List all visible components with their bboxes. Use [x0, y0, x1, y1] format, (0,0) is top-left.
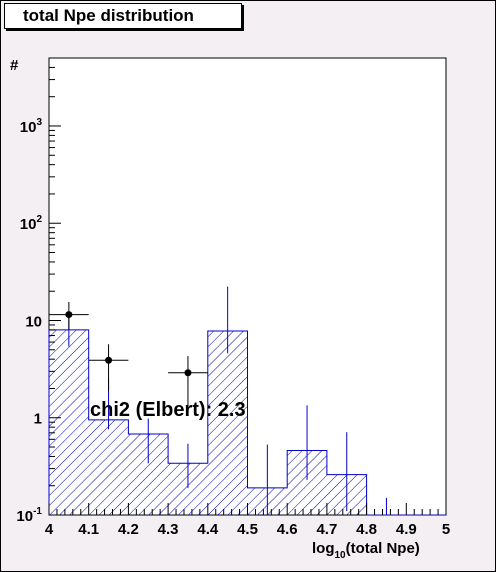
mc-error-bars — [68, 286, 387, 515]
x-tick-label: 4.8 — [356, 521, 377, 538]
x-tick-label: 4.5 — [237, 521, 258, 538]
data-point — [65, 311, 73, 319]
x-tick-label: 4.1 — [78, 521, 99, 538]
chi2-annotation: chi2 (Elbert): 2.3 — [90, 399, 246, 421]
y-axis-label: # — [10, 57, 19, 74]
x-axis-label-subscript: 10 — [335, 550, 347, 561]
x-tick-label: 4.7 — [316, 521, 337, 538]
histogram-bar — [88, 419, 129, 515]
y-tick-label: 1 — [34, 411, 42, 428]
x-axis-label-rest: (total Npe) — [346, 540, 420, 557]
axes: 4 4.1 4.2 4.3 4.4 4.5 4.6 4.7 4.8 4.9 5 10-1 1 10 102 1… — [16, 57, 450, 538]
y-tick-label: 103 — [20, 117, 43, 136]
x-tick-label: 4.6 — [277, 521, 298, 538]
chart-title: total Npe distribution — [4, 3, 242, 29]
x-tick-label: 4.2 — [118, 521, 139, 538]
y-tick-label: 102 — [20, 214, 43, 233]
x-tick-label: 4 — [45, 521, 54, 538]
histogram-bar — [207, 330, 248, 515]
x-tick-label: 5 — [442, 521, 450, 538]
x-tick-label: 4.4 — [197, 521, 219, 538]
data-points-layer — [49, 301, 208, 411]
histogram-layer — [48, 329, 446, 516]
x-axis-label-base: log — [312, 540, 335, 557]
y-tick-label: 10 — [25, 313, 42, 330]
x-axis-label: log10(total Npe) — [312, 540, 420, 561]
x-tick-label: 4.3 — [158, 521, 179, 538]
histogram-bar — [49, 329, 89, 515]
data-point — [105, 356, 113, 364]
y-tick-label: 10-1 — [16, 506, 42, 525]
x-tick-label: 4.9 — [396, 521, 417, 538]
data-point — [184, 369, 192, 377]
